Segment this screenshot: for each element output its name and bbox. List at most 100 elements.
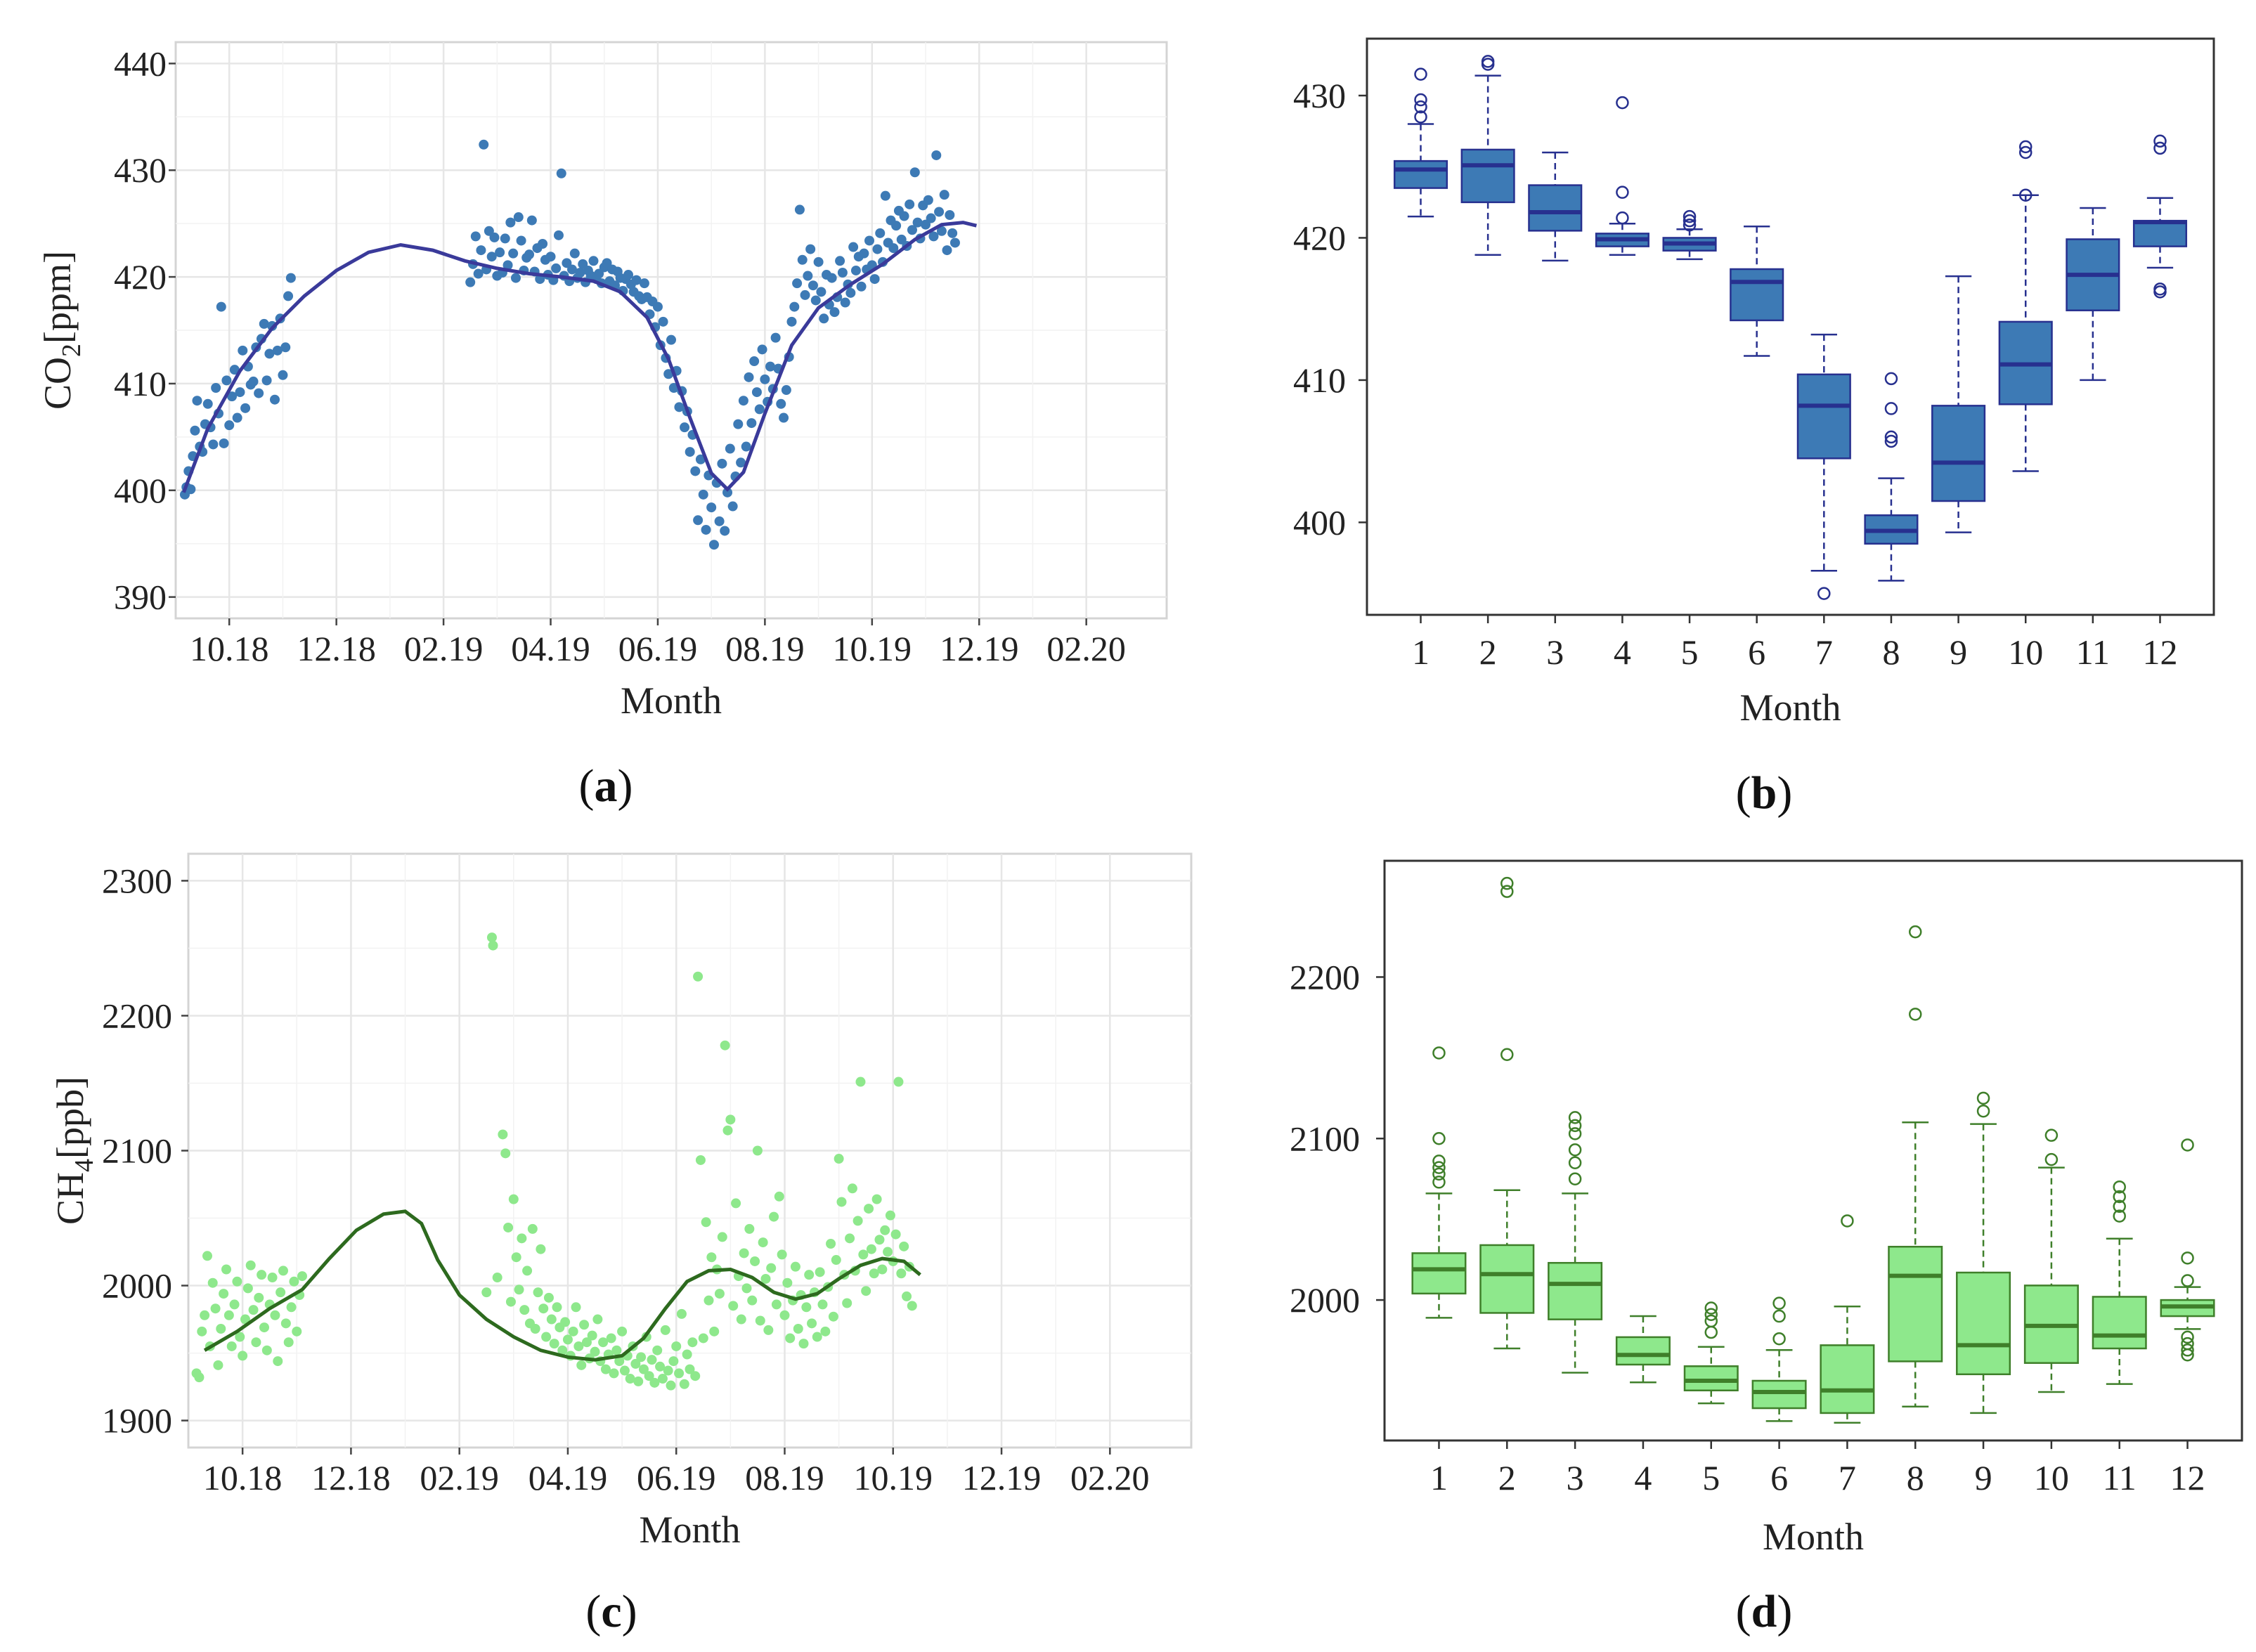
data-point	[883, 1247, 893, 1257]
outlier-point	[1817, 587, 1831, 600]
data-point	[473, 268, 484, 279]
box-iqr	[1528, 184, 1583, 232]
data-point	[617, 1326, 628, 1336]
data-point	[896, 1268, 907, 1279]
co2-scatter-plot: 390 400 410 420 430 440 10.18 12.18 02.19 04.19 06…	[37, 41, 1168, 722]
box-iqr	[1615, 1336, 1671, 1366]
data-point	[760, 374, 770, 384]
data-point	[680, 422, 690, 433]
data-point	[720, 526, 730, 536]
data-point	[259, 1322, 269, 1333]
data-point	[588, 256, 599, 266]
data-point	[758, 1237, 768, 1248]
data-point	[864, 1204, 874, 1214]
box-iqr	[1548, 1261, 1603, 1320]
data-point	[517, 1233, 527, 1244]
data-point	[810, 295, 821, 306]
data-point	[500, 233, 510, 244]
data-point	[909, 167, 920, 178]
data-point	[511, 1252, 521, 1263]
outlier-point	[2153, 141, 2167, 155]
data-point	[238, 1351, 248, 1361]
data-point	[800, 290, 810, 300]
data-point	[571, 1302, 581, 1313]
data-point	[476, 245, 486, 256]
data-point	[611, 1345, 622, 1355]
data-point	[533, 1287, 543, 1298]
data-point	[197, 1326, 207, 1336]
box-month-6	[1730, 226, 1784, 357]
data-point	[606, 1333, 616, 1344]
box-month-10	[1998, 140, 2053, 472]
data-point	[741, 441, 751, 452]
x-tick-label: 5	[1681, 632, 1699, 672]
outlier-point	[1568, 1172, 1582, 1185]
outlier-point	[1704, 1308, 1718, 1322]
outlier-point	[1568, 1119, 1582, 1133]
data-point	[701, 524, 711, 535]
data-point	[741, 1283, 752, 1294]
panel-a: 390 400 410 420 430 440 10.18 12.18 02.19 04.19 06…	[37, 41, 1168, 812]
data-point	[902, 1291, 912, 1301]
data-point	[816, 287, 826, 297]
data-point	[254, 1292, 264, 1303]
data-point	[698, 1333, 708, 1344]
data-point	[657, 1374, 668, 1384]
data-point	[674, 1368, 685, 1379]
box-month-12	[2132, 134, 2188, 299]
data-point	[690, 466, 701, 476]
data-point	[676, 1308, 687, 1319]
data-point	[786, 316, 797, 327]
x-tick-label: 08.19	[725, 629, 805, 668]
data-point	[690, 1371, 701, 1381]
outlier-point	[1500, 1048, 1514, 1062]
box-iqr	[1751, 1379, 1807, 1410]
outlier-point	[2181, 1138, 2194, 1152]
outlier-point	[2018, 188, 2033, 202]
data-point	[808, 280, 818, 291]
data-point	[757, 344, 767, 355]
data-point	[695, 454, 706, 464]
data-point	[939, 190, 949, 200]
data-point	[679, 1379, 689, 1389]
data-point	[826, 273, 837, 283]
data-point	[248, 1305, 259, 1315]
data-point	[623, 270, 634, 280]
box-month-8	[1864, 372, 1919, 582]
data-point	[286, 1302, 297, 1313]
data-point	[207, 1277, 218, 1288]
data-point	[573, 1341, 584, 1351]
data-point	[259, 318, 269, 329]
data-point	[505, 1296, 516, 1307]
x-tick-label: 12.19	[962, 1458, 1042, 1497]
data-point	[186, 484, 196, 495]
data-point	[297, 1271, 307, 1282]
outlier-point	[2018, 145, 2033, 160]
panel-label-a: (a)	[579, 760, 633, 812]
outlier-point	[2113, 1199, 2126, 1214]
data-point	[880, 190, 890, 201]
plot-frame	[1366, 37, 2215, 616]
data-point	[226, 1341, 237, 1351]
x-tick-label: 2	[1479, 632, 1497, 672]
outlier-point	[1772, 1332, 1786, 1346]
outlier-point	[2113, 1180, 2126, 1194]
data-point	[488, 940, 498, 951]
box-month-10	[2023, 1129, 2079, 1393]
data-point	[797, 254, 808, 265]
data-point	[850, 265, 861, 275]
data-point	[866, 1244, 876, 1254]
data-point	[232, 1276, 242, 1287]
data-point	[934, 207, 945, 217]
outlier-point	[1841, 1214, 1854, 1228]
data-point	[190, 425, 200, 436]
data-point	[942, 245, 952, 256]
data-point	[769, 1211, 779, 1222]
data-point	[826, 1239, 836, 1249]
x-tick-label: 7	[1815, 632, 1833, 672]
data-point	[801, 1302, 812, 1313]
x-tick-label: 11	[2103, 1458, 2137, 1497]
data-point	[899, 1241, 909, 1251]
data-point	[553, 230, 564, 240]
